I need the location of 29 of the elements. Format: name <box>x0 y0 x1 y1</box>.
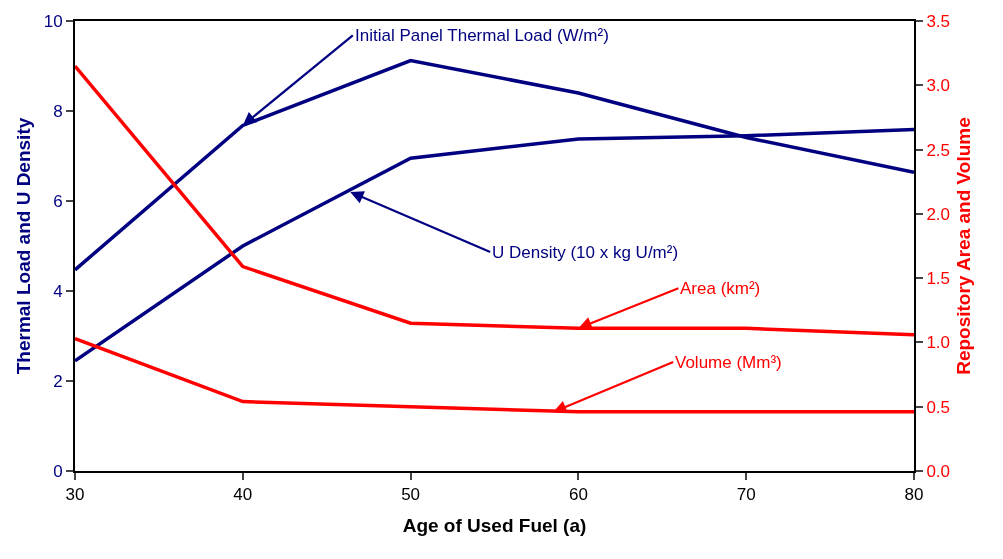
annotation: Volume (Mm³) <box>675 353 782 372</box>
x-tick-label: 70 <box>736 485 756 505</box>
x-axis-title: Age of Used Fuel (a) <box>402 514 587 536</box>
y-tick-label: 4 <box>53 281 63 301</box>
x-tick-label: 80 <box>904 485 924 505</box>
y-axis-title: Thermal Load and U Density <box>13 117 35 375</box>
y2-tick-label: 2.0 <box>926 204 951 224</box>
y2-tick-label: 0.5 <box>926 397 951 417</box>
y2-tick-label: 1.5 <box>926 269 951 289</box>
annotation: U Density (10 x kg U/m²) <box>492 243 679 262</box>
annotation: Initial Panel Thermal Load (W/m²) <box>355 26 609 45</box>
y-tick-label: 8 <box>53 101 63 121</box>
x-tick-label: 60 <box>568 485 588 505</box>
y-tick-label: 10 <box>43 11 63 31</box>
y2-tick-label: 0.0 <box>926 461 951 481</box>
y-tick-label: 0 <box>53 461 63 481</box>
y2-tick-label: 1.0 <box>926 333 951 353</box>
x-tick-label: 30 <box>65 485 85 505</box>
x-tick-label: 50 <box>401 485 421 505</box>
line-series <box>75 336 914 414</box>
line-series <box>75 64 914 337</box>
y2-axis-title: Repository Area and Volume <box>953 117 975 375</box>
x-tick-label: 40 <box>233 485 253 505</box>
y-tick-label: 2 <box>53 371 63 391</box>
annotation: Area (km²) <box>680 279 761 298</box>
y2-tick-label: 3.5 <box>926 11 951 31</box>
y2-tick-label: 2.5 <box>926 140 951 160</box>
y-tick-label: 6 <box>53 191 63 211</box>
y2-tick-label: 3.0 <box>926 76 951 96</box>
